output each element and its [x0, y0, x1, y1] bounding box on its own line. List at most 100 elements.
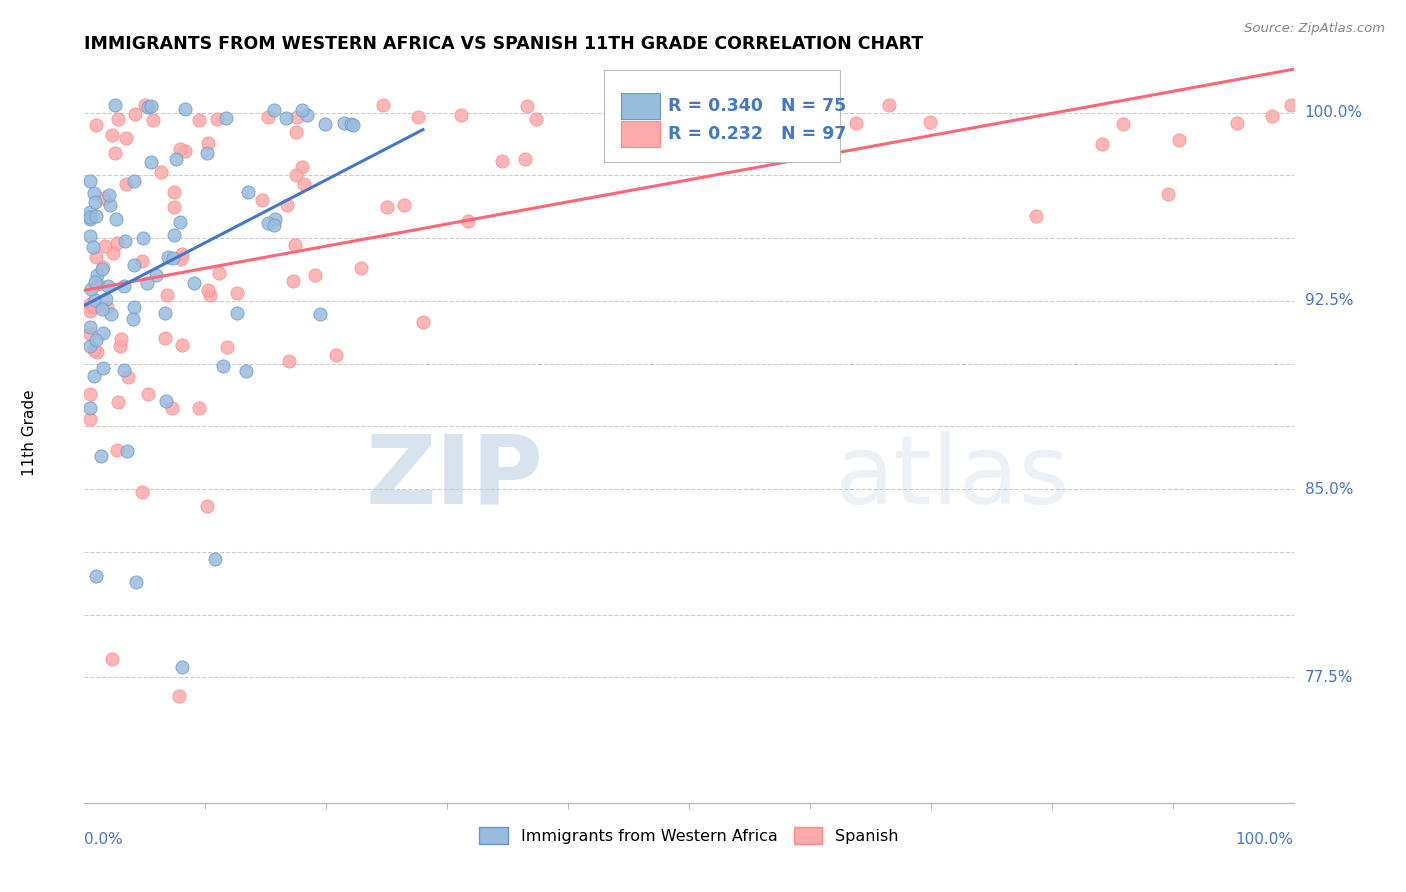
Point: [131, 485, 153, 500]
Point: [108, 339, 131, 353]
Point: [136, 387, 159, 401]
Text: Source: ZipAtlas.com: Source: ZipAtlas.com: [1244, 22, 1385, 36]
Point: [256, 216, 278, 230]
Point: [79, 211, 101, 226]
Point: [524, 112, 547, 126]
Point: [1279, 98, 1302, 112]
Point: [91, 361, 114, 376]
Point: [83, 186, 105, 200]
Point: [706, 102, 728, 116]
Point: [309, 306, 332, 320]
Point: [304, 268, 326, 282]
Point: [183, 276, 205, 290]
Point: [1226, 115, 1249, 129]
Point: [291, 160, 314, 174]
Point: [225, 285, 247, 300]
Point: [845, 116, 868, 130]
Point: [104, 98, 127, 112]
Point: [314, 116, 336, 130]
Point: [117, 369, 139, 384]
Point: [84, 333, 107, 347]
Point: [91, 260, 114, 274]
Point: [918, 115, 941, 129]
Point: [91, 302, 114, 317]
Point: [132, 231, 155, 245]
Legend: Immigrants from Western Africa, Spanish: Immigrants from Western Africa, Spanish: [472, 821, 905, 850]
Point: [79, 228, 101, 243]
Point: [107, 394, 129, 409]
Point: [79, 210, 101, 224]
Point: [174, 144, 197, 158]
Point: [291, 103, 314, 117]
Point: [1261, 109, 1284, 123]
Point: [197, 283, 219, 297]
Point: [162, 251, 184, 265]
Point: [107, 112, 129, 126]
Point: [1168, 133, 1191, 147]
Point: [112, 278, 135, 293]
Point: [122, 258, 145, 272]
Point: [83, 300, 105, 314]
Point: [516, 99, 538, 113]
Point: [188, 401, 211, 416]
Point: [163, 185, 186, 199]
Point: [153, 306, 176, 320]
Point: [325, 348, 347, 362]
Point: [101, 652, 124, 666]
Text: R = 0.232   N = 97: R = 0.232 N = 97: [668, 125, 846, 144]
Point: [117, 443, 139, 458]
Point: [155, 393, 177, 408]
Point: [79, 303, 101, 318]
Point: [131, 253, 153, 268]
Point: [170, 660, 193, 674]
Point: [208, 266, 231, 280]
Point: [79, 326, 101, 341]
Point: [172, 338, 194, 352]
Point: [142, 112, 165, 127]
Point: [83, 343, 105, 358]
Point: [86, 345, 108, 359]
Point: [122, 301, 145, 315]
Point: [91, 326, 114, 341]
Point: [375, 200, 398, 214]
Point: [263, 103, 285, 117]
Point: [350, 261, 373, 276]
Point: [90, 449, 112, 463]
Point: [79, 297, 101, 311]
Point: [86, 209, 108, 223]
Point: [114, 235, 136, 249]
Point: [97, 279, 120, 293]
Point: [740, 113, 762, 128]
Point: [412, 315, 434, 329]
Point: [115, 131, 138, 145]
Point: [173, 102, 195, 116]
Point: [96, 300, 118, 314]
FancyBboxPatch shape: [621, 93, 659, 119]
Point: [165, 153, 187, 167]
Point: [83, 369, 105, 384]
Point: [217, 340, 239, 354]
Point: [297, 108, 319, 122]
Point: [1025, 210, 1047, 224]
Text: 0.0%: 0.0%: [84, 832, 124, 847]
Point: [264, 212, 287, 227]
Point: [125, 574, 148, 589]
Point: [79, 174, 101, 188]
Point: [80, 282, 103, 296]
Point: [105, 442, 128, 457]
Point: [204, 552, 226, 566]
Point: [408, 110, 430, 124]
Point: [278, 354, 301, 368]
Point: [333, 116, 356, 130]
Point: [101, 128, 124, 143]
Point: [103, 245, 125, 260]
Point: [170, 252, 193, 266]
Point: [198, 288, 221, 302]
Point: [100, 307, 122, 321]
Point: [283, 274, 305, 288]
Point: [163, 227, 186, 242]
Point: [169, 215, 191, 229]
Point: [84, 119, 107, 133]
Point: [450, 108, 472, 122]
Text: 77.5%: 77.5%: [1305, 670, 1353, 685]
